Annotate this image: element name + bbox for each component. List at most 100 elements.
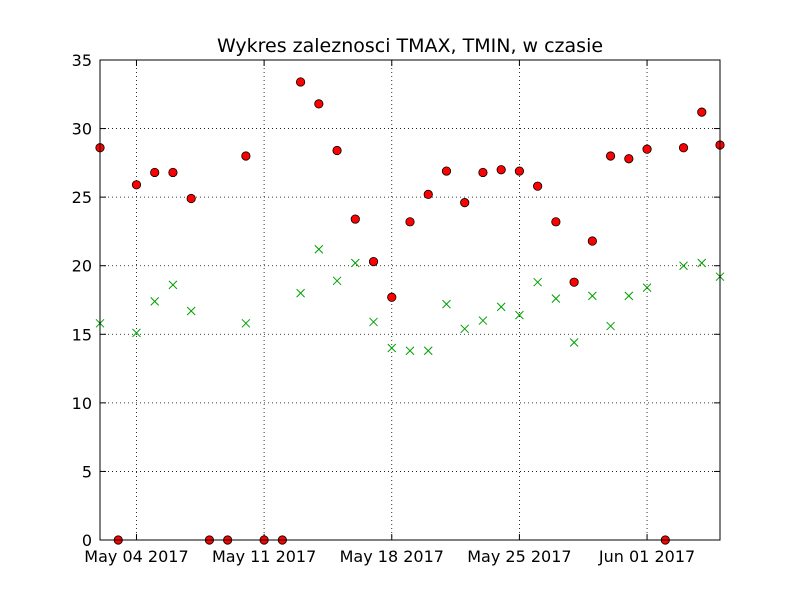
x-tick-label: May 18 2017: [340, 547, 444, 566]
tmax-point: [314, 99, 324, 109]
tmin-point-stroke: [606, 321, 615, 331]
tmin-point-stroke: [132, 328, 141, 338]
tmax-point: [460, 198, 470, 208]
tmin-point: [314, 244, 324, 254]
y-tick-label: 30: [72, 120, 92, 139]
chart-title: Wykres zaleznosci TMAX, TMIN, w czasie: [217, 35, 603, 57]
y-tick-label: 15: [72, 325, 92, 344]
tmin-point-stroke: [186, 306, 196, 316]
tmin-point: [642, 283, 652, 293]
tmax-point: [697, 107, 707, 117]
tmin-point: [679, 261, 688, 271]
tmax-point: [423, 189, 433, 199]
tmax-point: [624, 154, 634, 164]
tmin-point: [515, 310, 524, 320]
tmin-point: [296, 288, 305, 298]
tmax-point: [605, 151, 616, 161]
data-points-layer: [95, 77, 725, 545]
tmax-point: [168, 167, 178, 178]
tmax-point: [405, 217, 415, 227]
tmax-point: [642, 144, 652, 154]
y-tick-label: 0: [82, 531, 92, 550]
tmin-point: [350, 258, 360, 268]
tmin-point-stroke: [332, 276, 342, 286]
tmax-point: [514, 166, 525, 176]
x-tick-label: May 25 2017: [467, 547, 571, 566]
tmax-point: [533, 181, 543, 191]
tmin-point-stroke: [369, 317, 378, 327]
tmax-point: [478, 167, 488, 178]
tick-label-layer: 0 5 10 15 20 25 30 35 May 04 2017 May 11 2017 May …: [72, 51, 696, 566]
tmin-point: [423, 346, 433, 356]
y-tick-label: 10: [72, 394, 92, 413]
tmin-point-stroke: [551, 294, 561, 303]
tmin-point: [168, 280, 178, 290]
tmax-point: [131, 180, 142, 190]
tmin-point: [587, 291, 597, 301]
tmin-point-stroke: [533, 277, 543, 287]
tmin-point-stroke: [587, 291, 597, 301]
tmin-point-stroke: [314, 244, 324, 254]
tmin-point-stroke: [624, 291, 634, 301]
tmin-point: [241, 318, 251, 328]
plot-frame: [99, 59, 721, 541]
tmin-point-stroke: [642, 283, 652, 293]
tmax-point: [186, 193, 196, 204]
tmin-point: [697, 258, 707, 268]
tmax-point: [332, 145, 342, 156]
tmin-point-stroke: [387, 343, 397, 353]
x-tick-label: May 04 2017: [84, 547, 188, 566]
tmin-point-stroke: [478, 316, 488, 325]
tmin-point: [405, 346, 415, 356]
tmin-point-stroke: [569, 338, 579, 347]
tmin-point-stroke: [496, 302, 506, 312]
y-tick-label: 5: [82, 462, 92, 481]
tmin-point-stroke: [296, 288, 305, 298]
tmax-point: [569, 277, 579, 287]
tmin-point-stroke: [405, 346, 415, 356]
tmin-point: [624, 291, 634, 301]
x-tick-label: May 11 2017: [212, 547, 316, 566]
tmin-point: [606, 321, 615, 331]
y-tick-label: 20: [72, 257, 92, 276]
tmin-point: [569, 338, 579, 347]
tmin-point-stroke: [241, 318, 251, 328]
tmax-point: [350, 214, 360, 224]
tmin-point-stroke: [697, 258, 707, 268]
tmin-point-stroke: [679, 261, 688, 271]
tmin-point: [150, 297, 160, 306]
tmin-point-stroke: [168, 280, 178, 290]
tmin-point-stroke: [150, 297, 160, 306]
tmax-point: [368, 256, 379, 267]
tmin-point-stroke: [515, 310, 524, 320]
tmin-point: [478, 316, 488, 325]
tmin-point-stroke: [460, 324, 470, 334]
tmin-point-stroke: [442, 299, 451, 309]
tmax-point: [295, 77, 306, 87]
tmin-point: [551, 294, 561, 303]
tmin-point-stroke: [350, 258, 360, 268]
tmax-point: [150, 167, 160, 178]
y-tick-label: 25: [72, 188, 92, 207]
tmin-point-stroke: [423, 346, 433, 356]
tmin-point: [132, 328, 141, 338]
grid-layer: [100, 60, 720, 540]
x-tick-label: Jun 01 2017: [598, 547, 695, 566]
tmax-point: [496, 165, 506, 175]
tmin-point: [387, 343, 397, 353]
tmax-point: [678, 143, 689, 153]
tmin-point: [186, 306, 196, 316]
y-tick-label: 35: [72, 51, 92, 70]
tmin-point: [332, 276, 342, 286]
tmax-point: [387, 292, 397, 302]
plot-area: [100, 60, 720, 540]
tmin-point: [442, 299, 451, 309]
tmax-point: [241, 151, 251, 161]
tmin-point: [496, 302, 506, 312]
tmin-point: [533, 277, 543, 287]
tmax-point: [551, 217, 561, 227]
tmin-point: [369, 317, 378, 327]
tmax-point: [587, 236, 597, 246]
tmin-point: [460, 324, 470, 334]
